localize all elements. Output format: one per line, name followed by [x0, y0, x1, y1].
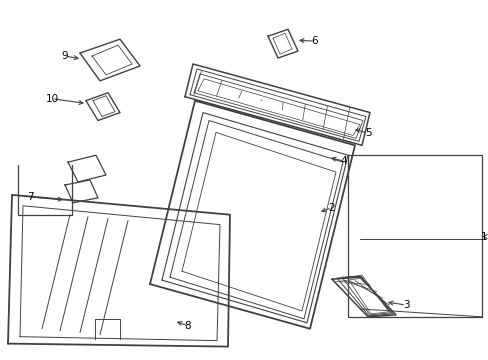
Text: 1: 1 — [480, 231, 487, 242]
Text: 7: 7 — [27, 192, 33, 202]
Text: 9: 9 — [61, 51, 68, 61]
Text: 10: 10 — [45, 94, 59, 104]
Text: 2: 2 — [328, 203, 335, 213]
Text: 5: 5 — [364, 129, 370, 138]
Text: 4: 4 — [340, 156, 346, 166]
Text: 8: 8 — [184, 321, 191, 331]
Text: 3: 3 — [402, 300, 408, 310]
Text: 6: 6 — [311, 36, 318, 46]
